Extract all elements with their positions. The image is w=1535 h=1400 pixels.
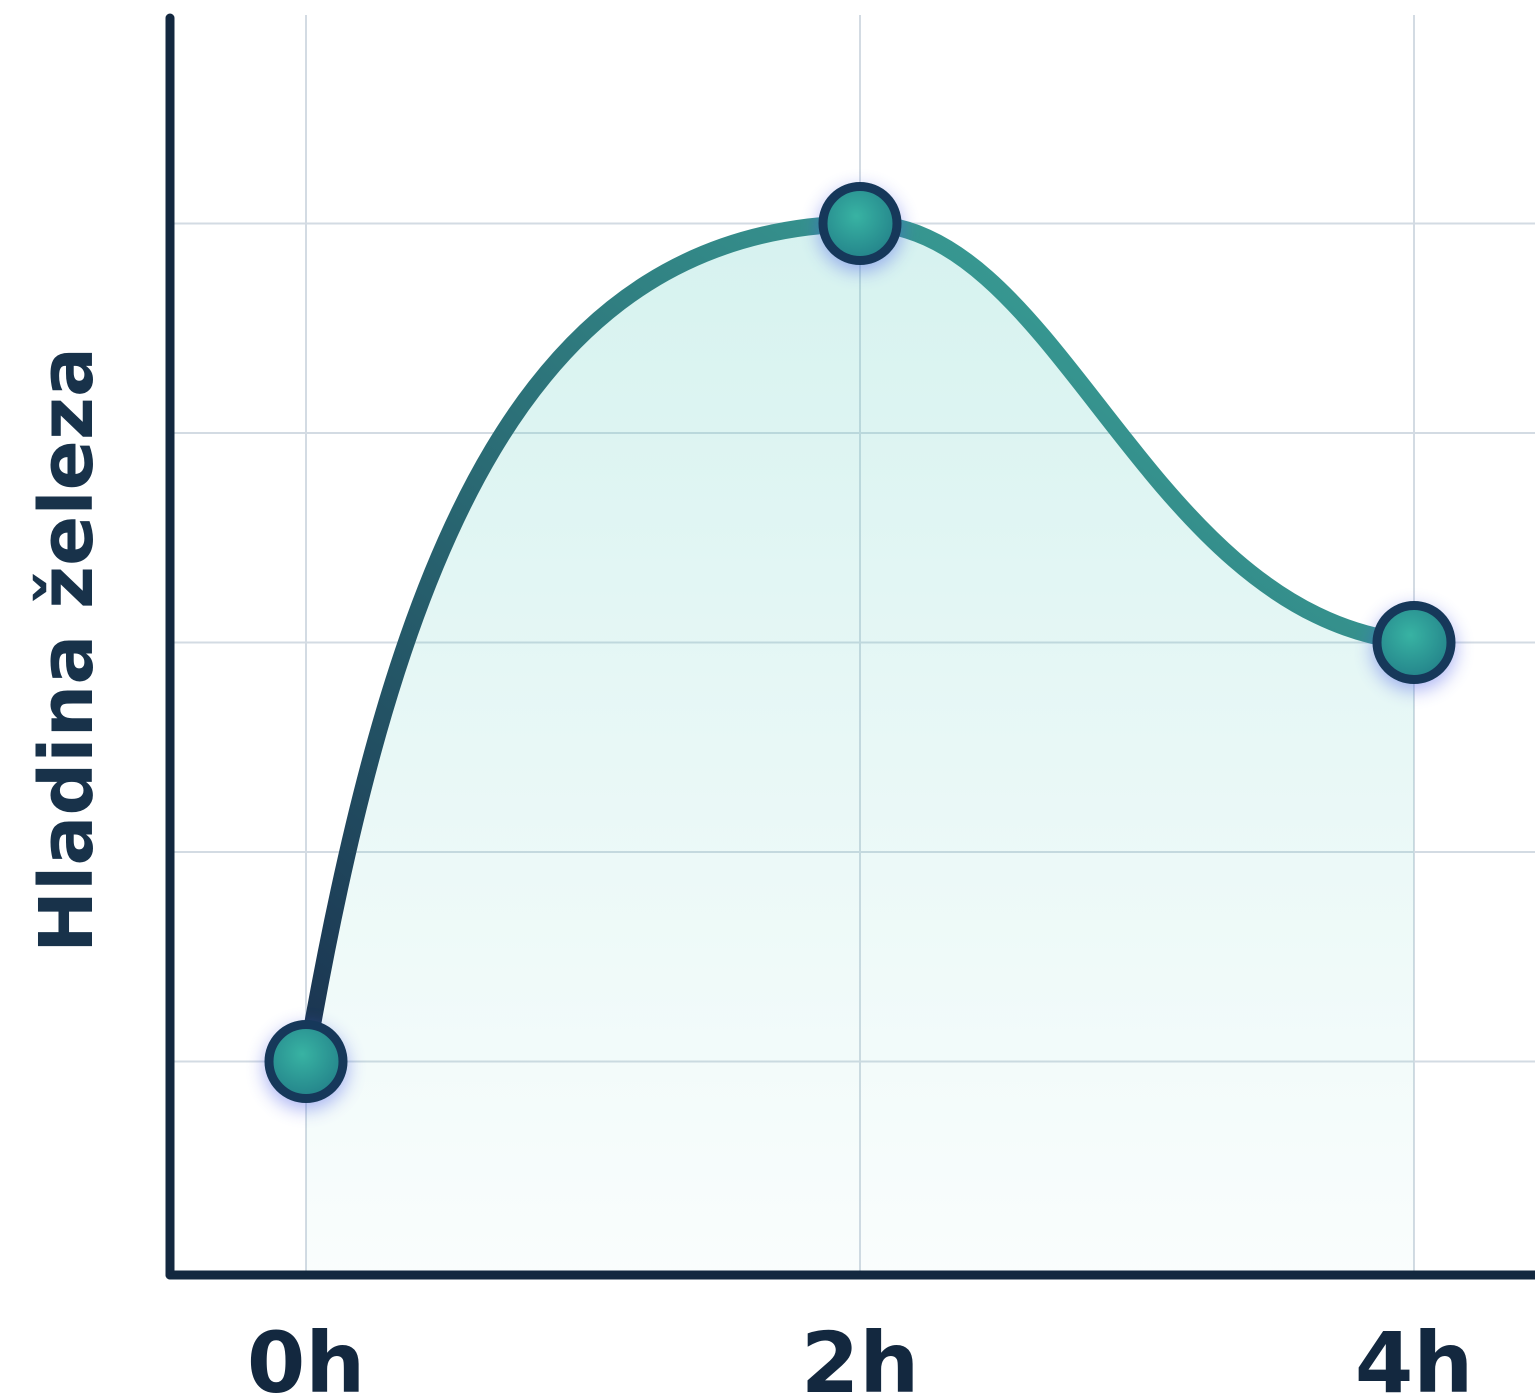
data-points [264,182,1456,1110]
x-tick-label: 4h [1355,1314,1473,1400]
data-point-0h [264,1020,348,1103]
data-point-2h [818,182,902,265]
x-tick-labels: 0h 2h 4h [247,1314,1473,1400]
y-axis-title: Hladina železa [24,347,110,953]
x-tick-label: 0h [247,1314,365,1400]
area-fill [306,223,1414,1276]
x-tick-label: 2h [801,1314,919,1400]
data-point-4h [1372,601,1456,684]
